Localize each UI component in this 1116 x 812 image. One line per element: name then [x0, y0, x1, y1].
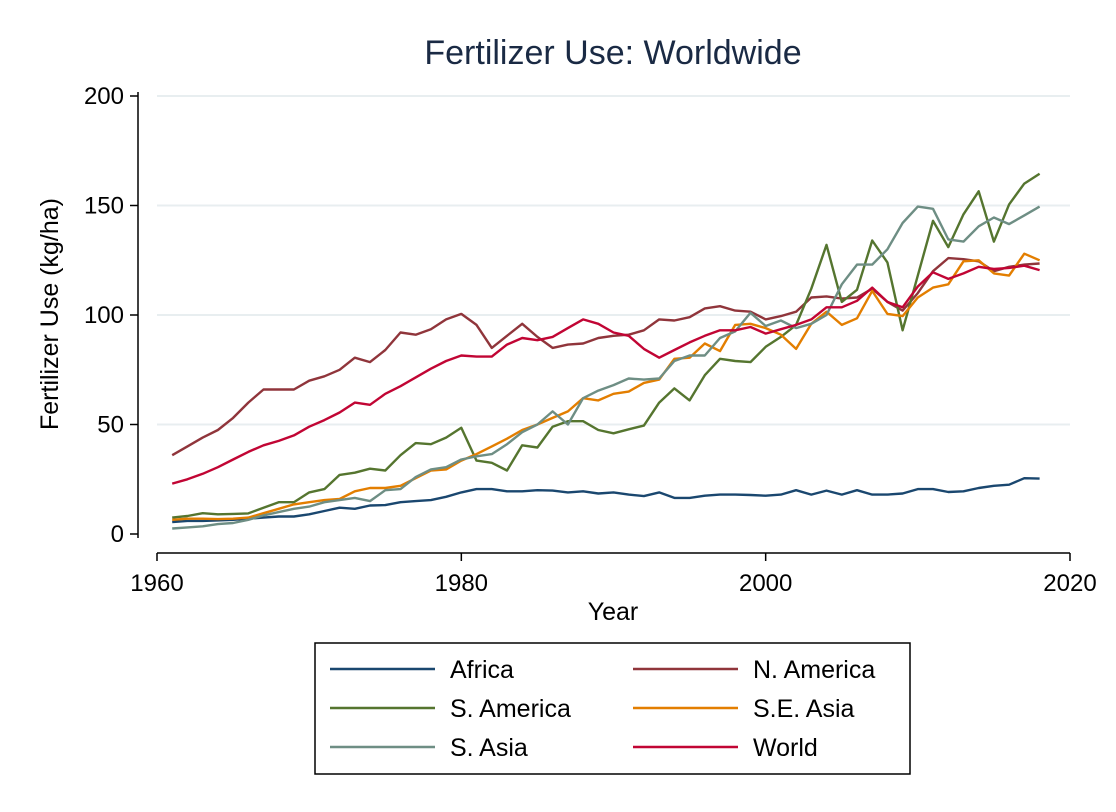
- series-line-s-e-asia: [172, 252, 1041, 521]
- series-line-africa: [172, 477, 1040, 524]
- y-tick-label-100: 100: [84, 302, 124, 329]
- legend-label-s-e-asia: S.E. Asia: [753, 695, 855, 723]
- x-tick-label-1960: 1960: [130, 570, 183, 597]
- x-tick-label-2020: 2020: [1043, 570, 1096, 597]
- legend-label-n-america: N. America: [753, 656, 875, 684]
- y-tick-label-50: 50: [97, 412, 124, 439]
- legend-label-s-america: S. America: [450, 695, 571, 723]
- y-axis-title: Fertilizer Use (kg/ha): [36, 198, 64, 430]
- series-line-n-america: [171, 256, 1040, 457]
- y-tick-label-200: 200: [84, 83, 124, 110]
- legend: Africa N. America S. America S.E. Asia S. As…: [314, 642, 911, 775]
- y-tick-label-150: 150: [84, 193, 124, 220]
- series-layer: [171, 172, 1041, 530]
- legend-label-world: World: [753, 734, 818, 762]
- legend-label-s-asia: S. Asia: [450, 734, 528, 762]
- x-tick-label-1980: 1980: [435, 570, 488, 597]
- series-line-world: [171, 264, 1040, 485]
- y-tick-label-0: 0: [111, 521, 124, 548]
- axes-layer: 0 50 100 150 200 1960 1980 2000 2020: [84, 83, 1097, 597]
- legend-label-africa: Africa: [450, 656, 514, 684]
- series-line-s-asia: [172, 205, 1041, 530]
- x-axis-title: Year: [588, 598, 639, 626]
- series-line-s-america: [172, 172, 1041, 519]
- chart-title: Fertilizer Use: Worldwide: [424, 34, 801, 72]
- x-tick-label-2000: 2000: [739, 570, 792, 597]
